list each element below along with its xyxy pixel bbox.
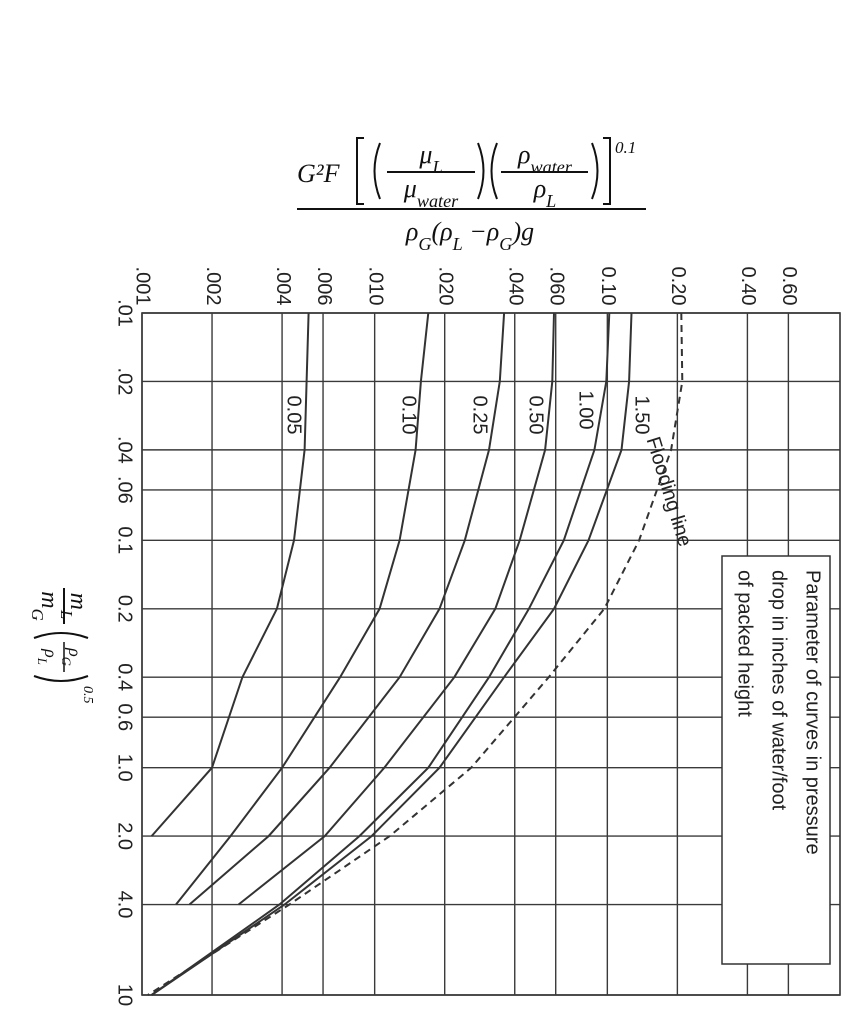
pressure-drop-curve: [188, 312, 506, 906]
x-tick-label: 0.2: [114, 595, 136, 623]
x-tick-label: 10: [114, 984, 136, 1006]
bracket: [603, 137, 611, 205]
series-label: 0.50: [525, 396, 547, 435]
x-tick-label: 0.6: [114, 703, 136, 731]
x-tick-label: .06: [114, 476, 136, 504]
formula-text: ρwater: [517, 140, 573, 177]
symbol: (ρ: [432, 217, 453, 246]
x-tick-label: 0.1: [114, 526, 136, 554]
y-tick-label: 0.10: [597, 267, 619, 306]
note-line: drop in inches of water/foot: [768, 570, 790, 811]
note: Parameter of curves in pressure drop in i…: [734, 570, 824, 855]
formula-text: mG: [29, 591, 63, 620]
flow-label-shapes: [33, 588, 89, 682]
x-tick-label: 0.4: [114, 663, 136, 691]
curves: [147, 312, 684, 996]
formula-text: ρL: [35, 648, 61, 665]
paren: [477, 142, 485, 200]
x-tick-label: .01: [114, 299, 136, 327]
paren: [33, 675, 89, 682]
symbol: −ρ: [463, 217, 500, 246]
formula-text: μwater: [403, 174, 459, 211]
formula-text: μL: [418, 140, 442, 177]
y-tick-label: .002: [202, 267, 224, 306]
pressure-drop-curve: [175, 312, 430, 906]
symbol: m: [36, 591, 62, 608]
paren: [33, 632, 89, 639]
symbol: )g: [510, 217, 534, 246]
subscript: water: [531, 157, 573, 177]
subscript: G: [29, 609, 48, 621]
x-tick-label: 2.0: [114, 822, 136, 850]
symbol: ρ: [405, 217, 418, 246]
x-tick-label: .04: [114, 436, 136, 464]
subscript: G: [499, 234, 512, 254]
subscript: L: [58, 609, 77, 619]
formula-text: ρL: [533, 174, 557, 211]
y-tick-label: .004: [272, 267, 294, 306]
pressure-drop-curve: [150, 312, 310, 837]
y-tick-label: .040: [504, 267, 526, 306]
x-tick-label: 1.0: [114, 754, 136, 782]
note-box: [721, 555, 831, 965]
formula-text: ρG: [59, 647, 85, 666]
y-tick-label: .001: [132, 267, 154, 306]
series-label: 1.50: [631, 396, 653, 435]
pressure-drop-curve: [151, 312, 633, 996]
bracket: [356, 137, 364, 205]
note-line: of packed height: [734, 570, 756, 717]
flooding-line: [147, 312, 684, 996]
symbol: μ: [403, 174, 417, 203]
formula-brackets: [297, 137, 646, 210]
formula-text: mL: [58, 593, 92, 620]
x-tick-label: 4.0: [114, 891, 136, 919]
subscript: water: [417, 191, 459, 211]
y-tick-label: .006: [313, 267, 335, 306]
formula-text: 0.1: [615, 138, 636, 157]
symbol: ρ: [65, 647, 85, 657]
subscript: G: [59, 657, 73, 666]
series-label: 0.10: [398, 396, 420, 435]
paren: [591, 142, 599, 200]
y-tick-label: .010: [364, 267, 386, 306]
formula-text: ρG(ρL −ρG)g: [405, 217, 534, 254]
subscript: L: [545, 191, 556, 211]
series-label: 0.05: [283, 396, 305, 435]
y-tick-label: .020: [434, 267, 456, 306]
paren: [373, 142, 381, 200]
pressure-drop-curve: [151, 312, 611, 996]
subscript: L: [452, 234, 463, 254]
formula-text: G²F: [297, 159, 341, 188]
subscript: L: [431, 157, 442, 177]
series-label: 1.00: [575, 391, 597, 430]
series-label: 0.25: [469, 396, 491, 435]
y-tick-label: 0.40: [737, 267, 759, 306]
symbol: ρ: [533, 174, 546, 203]
paren: [490, 142, 498, 200]
symbol: m: [65, 593, 91, 610]
subscript: L: [35, 657, 49, 665]
y-tick-label: 0.20: [667, 267, 689, 306]
y-tick-label: 0.60: [778, 267, 800, 306]
symbol: ρ: [517, 140, 530, 169]
symbol: μ: [418, 140, 432, 169]
symbol: ρ: [41, 648, 61, 658]
pressure-drop-curve: [237, 312, 555, 906]
x-tick-label: .02: [114, 368, 136, 396]
note-line: Parameter of curves in pressure: [802, 570, 824, 855]
formula-text: 0.5: [80, 686, 95, 704]
subscript: G: [418, 234, 431, 254]
y-tick-label: .060: [545, 267, 567, 306]
